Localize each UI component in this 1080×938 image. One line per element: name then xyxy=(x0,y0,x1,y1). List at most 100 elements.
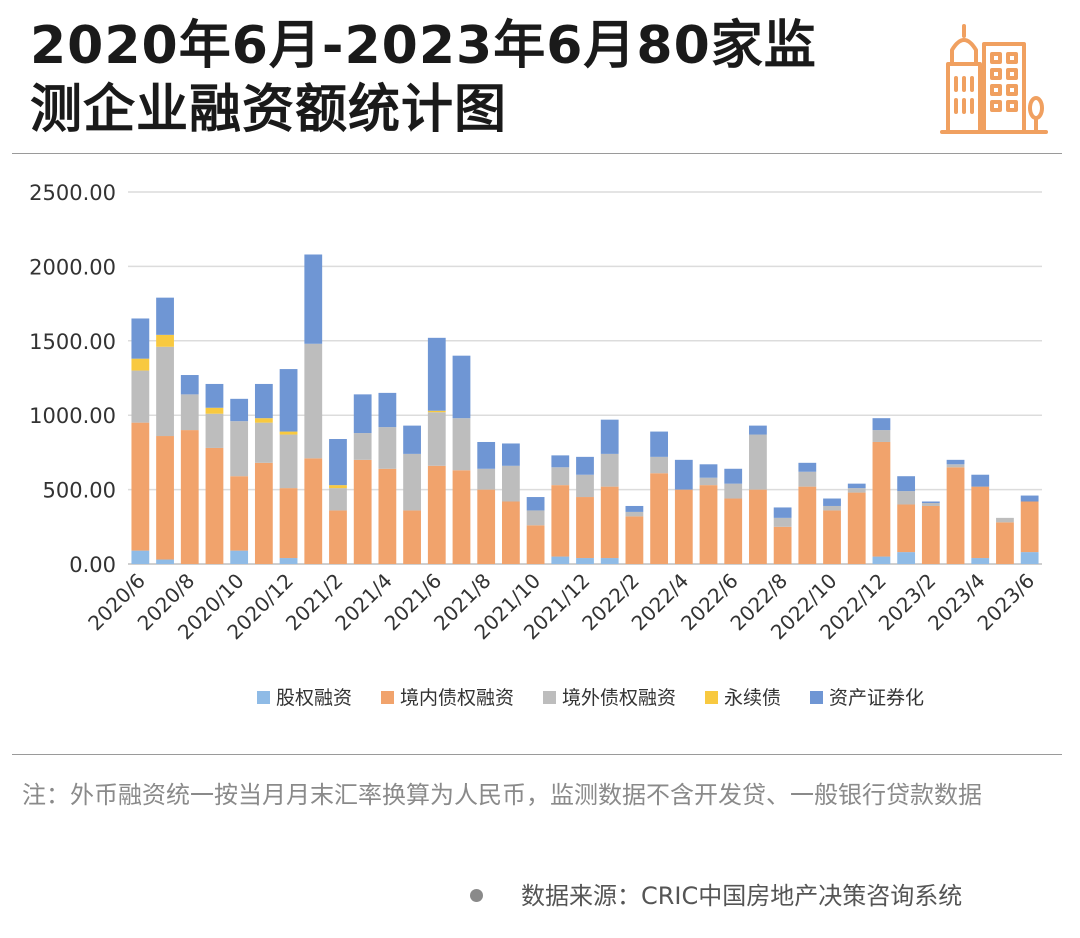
bar-segment xyxy=(872,418,891,431)
bar-segment xyxy=(230,398,249,422)
bar-segment xyxy=(971,474,990,487)
bar-segment xyxy=(996,517,1014,523)
bar-segment xyxy=(823,510,841,564)
bar-segment xyxy=(156,346,174,437)
chart-title-line-1: 2020年6月-2023年6月80家监 xyxy=(30,16,817,76)
bar-segment xyxy=(230,550,249,564)
bar-segment xyxy=(650,431,669,457)
y-tick-label: 500.00 xyxy=(43,479,116,503)
bar-segment xyxy=(971,558,990,564)
bar-segment xyxy=(230,421,249,477)
bar-segment xyxy=(650,456,669,474)
bar-segment xyxy=(724,498,743,564)
legend-label: 境外债权融资 xyxy=(562,687,676,709)
bar-segment xyxy=(576,474,594,498)
bar-segment xyxy=(946,467,965,564)
bar-segment xyxy=(329,439,347,486)
bar-segment xyxy=(526,510,545,526)
bar-segment xyxy=(329,485,347,489)
bar-segment xyxy=(1020,495,1039,502)
legend-label: 境内债权融资 xyxy=(400,687,514,709)
y-tick-label: 2000.00 xyxy=(29,255,116,279)
bar-segment xyxy=(872,441,891,557)
chart-note: 注：外币融资统一按当月月末汇率换算为人民币，监测数据不含开发贷、一般银行贷款数据 xyxy=(22,781,982,809)
bar-segment xyxy=(823,505,841,511)
bar-segment xyxy=(625,505,644,512)
bar-segment xyxy=(427,337,446,411)
bar-segment xyxy=(946,459,965,465)
bar-segment xyxy=(205,413,224,448)
bar-segment xyxy=(674,459,693,490)
bar-segment xyxy=(1020,501,1039,553)
legend-swatch xyxy=(810,691,823,704)
bar-segment xyxy=(427,465,446,564)
bar-segment xyxy=(254,462,273,564)
bar-segment xyxy=(180,430,199,564)
bar-segment xyxy=(501,443,520,466)
bar-segment xyxy=(477,489,496,564)
bar-segment xyxy=(131,550,150,564)
bar-segment xyxy=(156,297,174,335)
bar-segment xyxy=(551,455,570,468)
bar-segment xyxy=(576,456,594,475)
bar-segment xyxy=(329,510,347,564)
bar-segment xyxy=(205,407,224,414)
legend-swatch xyxy=(381,691,394,704)
bar-segment xyxy=(773,526,792,564)
bar-segment xyxy=(773,507,792,518)
bar-segment xyxy=(477,468,496,490)
bar-segment xyxy=(131,318,150,359)
bar-segment xyxy=(205,383,224,408)
legend-label: 资产证券化 xyxy=(829,687,924,709)
stacked-bar-chart: 0.00500.001000.001500.002000.002500.0020… xyxy=(29,181,1042,709)
bar-segment xyxy=(279,431,298,435)
bar-segment xyxy=(921,505,940,564)
y-tick-label: 0.00 xyxy=(69,553,116,577)
data-source: 数据来源：CRIC中国房地产决策咨询系统 xyxy=(470,876,962,911)
bar-segment xyxy=(798,486,817,564)
bar-segment xyxy=(353,459,372,564)
bar-segment xyxy=(749,434,767,490)
legend-label: 永续债 xyxy=(724,687,781,709)
bar-segment xyxy=(254,422,273,463)
bar-segment xyxy=(452,470,471,564)
bar-segment xyxy=(897,476,916,492)
bar-segment xyxy=(1020,552,1039,564)
bar-segment xyxy=(773,517,792,527)
bar-segment xyxy=(304,343,323,459)
data-source-text: 数据来源：CRIC中国房地产决策咨询系统 xyxy=(521,882,963,910)
bar-segment xyxy=(378,427,397,469)
bar-segment xyxy=(749,489,767,564)
bar-segment xyxy=(823,498,841,506)
bar-segment xyxy=(230,476,249,551)
bar-segment xyxy=(699,464,718,478)
bar-segment xyxy=(872,430,891,442)
bar-segment xyxy=(403,425,421,454)
bar-segment xyxy=(452,418,471,471)
bar-segment xyxy=(872,556,891,564)
footer-divider xyxy=(12,754,1062,755)
bar-segment xyxy=(279,558,298,564)
bar-segment xyxy=(156,334,174,347)
bar-segment xyxy=(526,525,545,564)
y-tick-label: 1000.00 xyxy=(29,404,116,428)
bar-segment xyxy=(551,485,570,557)
bar-segment xyxy=(353,394,372,434)
bar-segment xyxy=(131,370,150,423)
bar-segment xyxy=(254,418,273,423)
bar-segment xyxy=(625,511,644,517)
bar-segment xyxy=(996,522,1014,564)
bar-segment xyxy=(378,468,397,564)
bar-segment xyxy=(650,473,669,564)
title-divider xyxy=(12,153,1062,154)
y-tick-label: 2500.00 xyxy=(29,181,116,205)
bar-segment xyxy=(131,422,150,551)
bar-segment xyxy=(600,486,619,559)
bar-segment xyxy=(847,488,866,493)
bar-segment xyxy=(156,436,174,560)
bar-segment xyxy=(600,419,619,454)
legend-swatch xyxy=(543,691,556,704)
bar-segment xyxy=(156,559,174,564)
buildings-icon xyxy=(938,20,1050,136)
y-tick-label: 1500.00 xyxy=(29,330,116,354)
